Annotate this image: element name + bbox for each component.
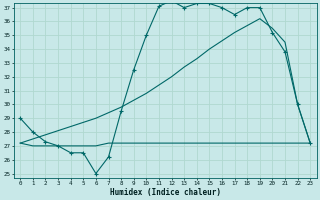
X-axis label: Humidex (Indice chaleur): Humidex (Indice chaleur) [110, 188, 221, 197]
